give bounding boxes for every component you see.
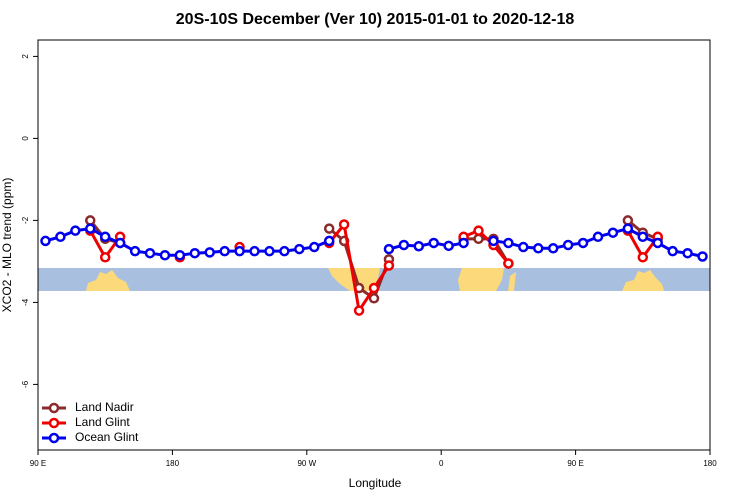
point (577, 237, 589, 249)
point (637, 252, 649, 263)
point (70, 225, 81, 236)
point (562, 239, 574, 251)
point (488, 235, 499, 247)
x-tick-label: 90 W (297, 459, 316, 468)
point (40, 235, 51, 247)
x-axis-label: Longitude (349, 476, 402, 490)
point (428, 237, 439, 249)
y-tick-label: -6 (21, 380, 30, 388)
point (294, 243, 305, 255)
point (144, 247, 156, 259)
y-axis-label: XCO2 - MLO trend (ppm) (0, 178, 14, 313)
point (338, 219, 350, 230)
x-tick-label: 90 E (30, 459, 46, 468)
series (40, 223, 708, 262)
series-line (45, 226, 703, 258)
legend-marker (48, 402, 60, 414)
x-tick-label: 90 E (567, 459, 583, 468)
point (189, 247, 201, 259)
point (547, 243, 559, 254)
point (697, 251, 708, 262)
point (518, 241, 529, 253)
point (592, 231, 604, 243)
plot-frame (37, 39, 711, 451)
x-tick-label: 180 (703, 459, 717, 468)
x-tick-label: 180 (166, 459, 180, 468)
point (622, 223, 634, 234)
point (398, 239, 410, 251)
y-tick-label: 2 (21, 54, 30, 59)
point (279, 245, 290, 257)
point (503, 237, 514, 249)
point (204, 247, 215, 258)
point (458, 237, 469, 249)
point (234, 245, 245, 257)
point (85, 223, 96, 234)
point (607, 227, 619, 238)
point (323, 223, 335, 234)
point (383, 243, 395, 255)
point (323, 235, 335, 247)
point (219, 245, 230, 257)
legend-marker (48, 417, 60, 429)
point (309, 241, 320, 253)
y-tick-label: 0 (21, 136, 30, 141)
legend-label: Land Glint (75, 415, 130, 429)
point (667, 245, 678, 257)
legend-label: Land Nadir (75, 400, 134, 414)
land-patch (86, 270, 130, 291)
point (503, 258, 514, 269)
land-patch (622, 270, 664, 291)
point (473, 225, 484, 236)
point (264, 245, 275, 257)
land-map (38, 268, 710, 291)
legend-label: Ocean Glint (75, 430, 139, 444)
point (99, 252, 111, 263)
point (637, 231, 649, 243)
point (114, 237, 126, 249)
legend-marker (48, 432, 60, 444)
point (368, 282, 380, 294)
x-tick-label: 0 (439, 459, 444, 468)
point (129, 245, 141, 257)
point (473, 233, 484, 245)
point (249, 245, 260, 257)
point (682, 247, 693, 259)
y-tick-label: -2 (21, 216, 30, 224)
point (159, 250, 171, 261)
point (622, 215, 634, 226)
point (353, 305, 365, 316)
chart-title: 20S-10S December (Ver 10) 2015-01-01 to … (176, 11, 575, 28)
land-patch (458, 268, 504, 291)
point (383, 260, 395, 271)
land-patch (508, 272, 516, 291)
point (174, 250, 186, 261)
point (368, 293, 380, 304)
point (443, 240, 454, 252)
point (99, 231, 111, 243)
point (413, 240, 425, 252)
point (652, 237, 663, 249)
y-tick-label: -4 (21, 298, 30, 306)
point (55, 231, 66, 243)
point (533, 243, 544, 254)
point (85, 215, 96, 226)
